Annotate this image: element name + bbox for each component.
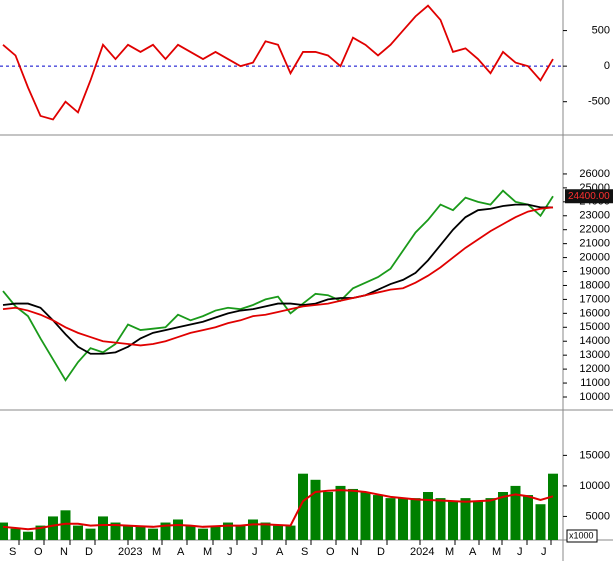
volume-bar xyxy=(235,525,246,540)
volume-bar xyxy=(198,528,208,540)
volume-bar xyxy=(185,525,196,540)
x-tick-label: N xyxy=(60,546,68,558)
volume-bar xyxy=(473,501,483,540)
series-line xyxy=(2,4,554,121)
volume-bar xyxy=(460,498,471,540)
x-tick-label: D xyxy=(85,546,93,558)
y-tick-label: 11000 xyxy=(580,377,610,389)
x-tick-label: 2024 xyxy=(410,546,434,558)
y-tick-label: 10000 xyxy=(579,480,610,492)
volume-bar xyxy=(373,495,383,540)
x-tick-label: J xyxy=(541,546,547,558)
x-tick-label: M xyxy=(492,546,501,558)
volume-bar xyxy=(423,492,433,540)
volume-bar xyxy=(0,522,8,540)
x-tick-label: N xyxy=(351,546,359,558)
x-tick-label: J xyxy=(252,546,258,558)
y-tick-label: 26000 xyxy=(579,168,610,180)
volume-bar xyxy=(10,528,21,540)
y-tick-label: 15000 xyxy=(579,449,610,461)
y-tick-label: 19000 xyxy=(579,265,610,277)
volume-bar xyxy=(385,498,396,540)
series-line xyxy=(2,189,554,382)
y-tick-label: -500 xyxy=(588,96,610,108)
y-tick-label: 5000 xyxy=(586,510,610,522)
volume-bar xyxy=(60,510,71,540)
volume-bar xyxy=(73,525,83,540)
volume-bar xyxy=(298,473,308,540)
x-tick-label: A xyxy=(276,546,284,558)
volume-bar xyxy=(23,531,33,540)
volume-bar xyxy=(410,498,421,540)
volume-bar xyxy=(535,504,546,540)
y-tick-label: 14000 xyxy=(579,335,610,347)
volume-bar xyxy=(310,479,321,540)
series-line xyxy=(2,206,554,347)
series-line xyxy=(2,203,553,355)
y-tick-label: 20000 xyxy=(579,251,610,263)
y-tick-label: 18000 xyxy=(579,279,610,291)
volume-bar xyxy=(448,501,458,540)
x-tick-label: J xyxy=(517,546,523,558)
volume-bar xyxy=(210,525,221,540)
x-tick-label: S xyxy=(9,546,16,558)
x-tick-label: D xyxy=(377,546,385,558)
y-tick-label: 0 xyxy=(604,60,610,72)
y-tick-label: 12000 xyxy=(579,363,610,375)
volume-bar xyxy=(435,498,446,540)
volume-bar xyxy=(173,519,183,540)
volume-bar xyxy=(160,522,171,540)
volume-bar xyxy=(360,492,371,540)
volume-bar xyxy=(98,516,108,540)
x-tick-label: M xyxy=(445,546,454,558)
volume-bar xyxy=(248,519,258,540)
price-tag-label: 24400.00 xyxy=(568,191,610,202)
x-tick-label: 2023 xyxy=(118,546,142,558)
x-tick-label: O xyxy=(34,546,43,558)
y-tick-label: 23000 xyxy=(579,210,610,222)
y-tick-label: 15000 xyxy=(579,321,610,333)
volume-bar xyxy=(510,485,521,540)
y-tick-label: 500 xyxy=(592,24,610,36)
volume-bar xyxy=(135,525,146,540)
y-tick-label: 13000 xyxy=(579,349,610,361)
volume-bar xyxy=(498,492,508,540)
unit-box xyxy=(566,529,598,543)
volume-bar xyxy=(398,498,408,540)
volume-bar xyxy=(485,498,496,540)
volume-bar xyxy=(548,473,558,540)
volume-bar xyxy=(273,525,283,540)
volume-bar xyxy=(523,495,533,540)
volume-bar xyxy=(223,522,233,540)
volume-bar xyxy=(348,488,358,540)
volume-bar xyxy=(35,525,46,540)
volume-bar xyxy=(123,525,133,540)
price-tag xyxy=(565,189,613,204)
x-tick-label: A xyxy=(177,546,185,558)
volume-bar xyxy=(48,516,58,540)
y-tick-label: 16000 xyxy=(579,307,610,319)
y-tick-label: 21000 xyxy=(579,238,610,250)
volume-bar xyxy=(260,522,271,540)
volume-bar xyxy=(323,492,333,540)
y-tick-label: 22000 xyxy=(579,224,610,236)
series-line xyxy=(2,489,554,531)
y-tick-label: 17000 xyxy=(579,293,610,305)
x-tick-label: M xyxy=(203,546,212,558)
volume-bar xyxy=(148,528,158,540)
unit-label: x1000 xyxy=(569,530,594,540)
volume-bar xyxy=(110,522,121,540)
x-tick-label: M xyxy=(152,546,161,558)
volume-bar xyxy=(85,528,96,540)
y-tick-label: 10000 xyxy=(579,391,610,403)
volume-bar xyxy=(335,485,346,540)
x-tick-label: O xyxy=(326,546,335,558)
x-tick-label: J xyxy=(227,546,233,558)
x-tick-label: S xyxy=(301,546,308,558)
x-tick-label: A xyxy=(469,546,477,558)
volume-bar xyxy=(285,525,296,540)
